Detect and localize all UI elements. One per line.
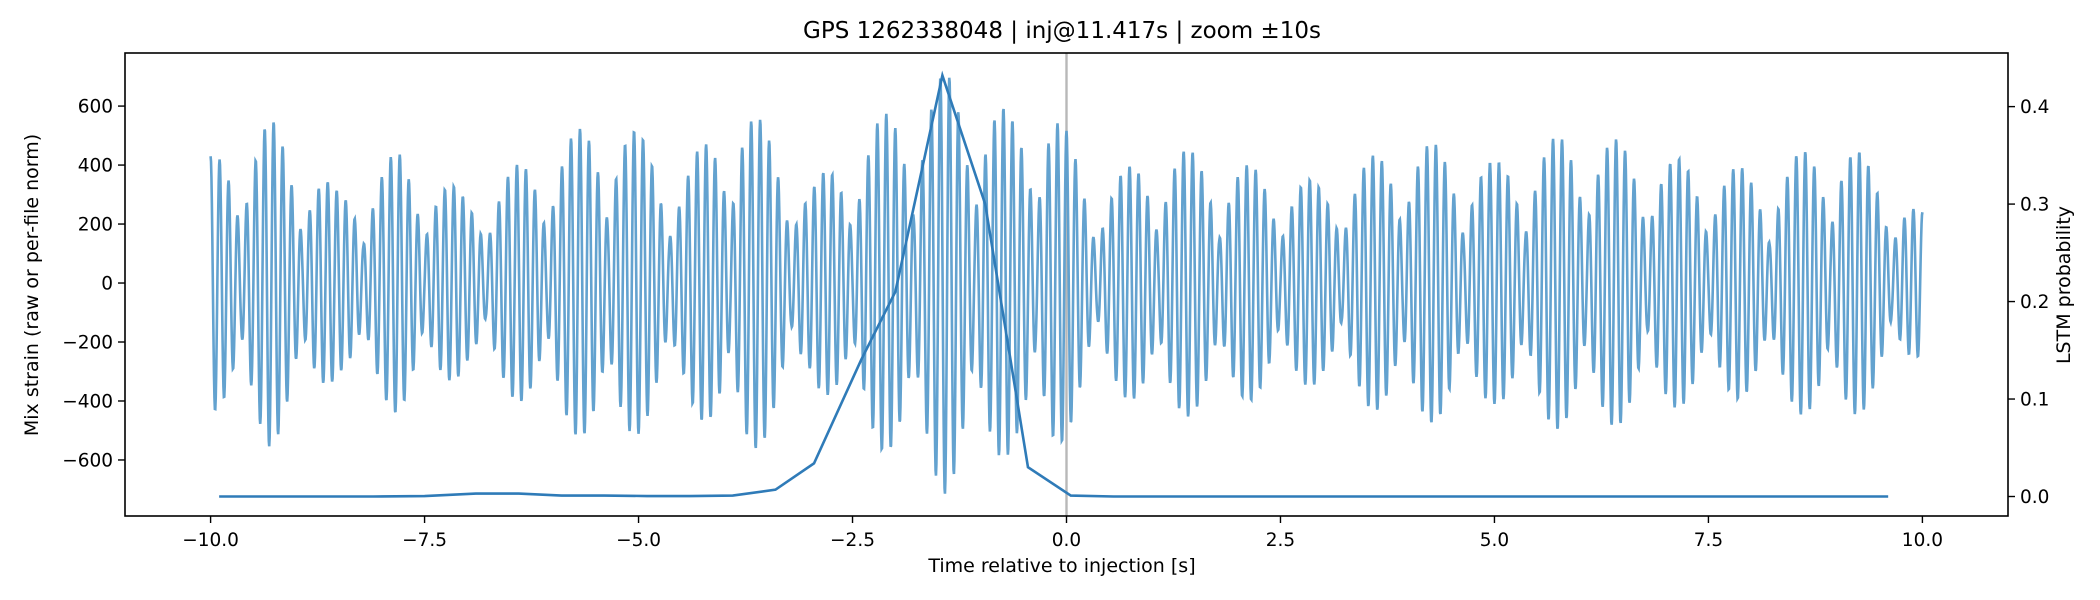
y-axis-label-left: Mix strain (raw or per-file norm) <box>21 134 43 436</box>
x-tick-label: −2.5 <box>830 530 875 551</box>
y-tick-label-left: 200 <box>78 215 113 236</box>
probability-series-line <box>219 70 1889 498</box>
x-tick-label: 0.0 <box>1052 530 1081 551</box>
y-tick-label-right: 0.2 <box>2020 292 2049 313</box>
x-tick-label: −7.5 <box>402 530 447 551</box>
y-tick-label-right: 0.1 <box>2020 390 2049 411</box>
y-axis-label-right: LSTM probability <box>2053 206 2075 364</box>
y-tick-label-right: 0.0 <box>2020 487 2049 508</box>
axis-ticks: −10.0 −7.5 −5.0 −2.5 0.0 2.5 5.0 7.5 10.0 −600 −40… <box>62 97 2049 551</box>
y-tick-label-right: 0.4 <box>2020 97 2049 118</box>
x-tick-label: −5.0 <box>616 530 661 551</box>
y-tick-label-left: 400 <box>78 156 113 177</box>
x-tick-label: 10.0 <box>1902 530 1943 551</box>
x-tick-label: 7.5 <box>1694 530 1723 551</box>
y-tick-label-left: −600 <box>62 450 113 471</box>
y-tick-label-left: 600 <box>78 97 113 118</box>
x-tick-label: 5.0 <box>1480 530 1509 551</box>
x-tick-label: 2.5 <box>1266 530 1295 551</box>
y-tick-label-left: 0 <box>101 274 113 295</box>
y-tick-label-left: −400 <box>62 391 113 412</box>
strain-series-line <box>209 77 1924 494</box>
x-tick-label: −10.0 <box>182 530 239 551</box>
plot-area <box>124 52 2009 517</box>
x-axis-label: Time relative to injection [s] <box>927 555 1195 577</box>
chart-title: GPS 1262338048 | inj@11.417s | zoom ±10s <box>803 18 1321 44</box>
y-tick-label-right: 0.3 <box>2020 195 2049 216</box>
y-tick-label-left: −200 <box>62 333 113 354</box>
